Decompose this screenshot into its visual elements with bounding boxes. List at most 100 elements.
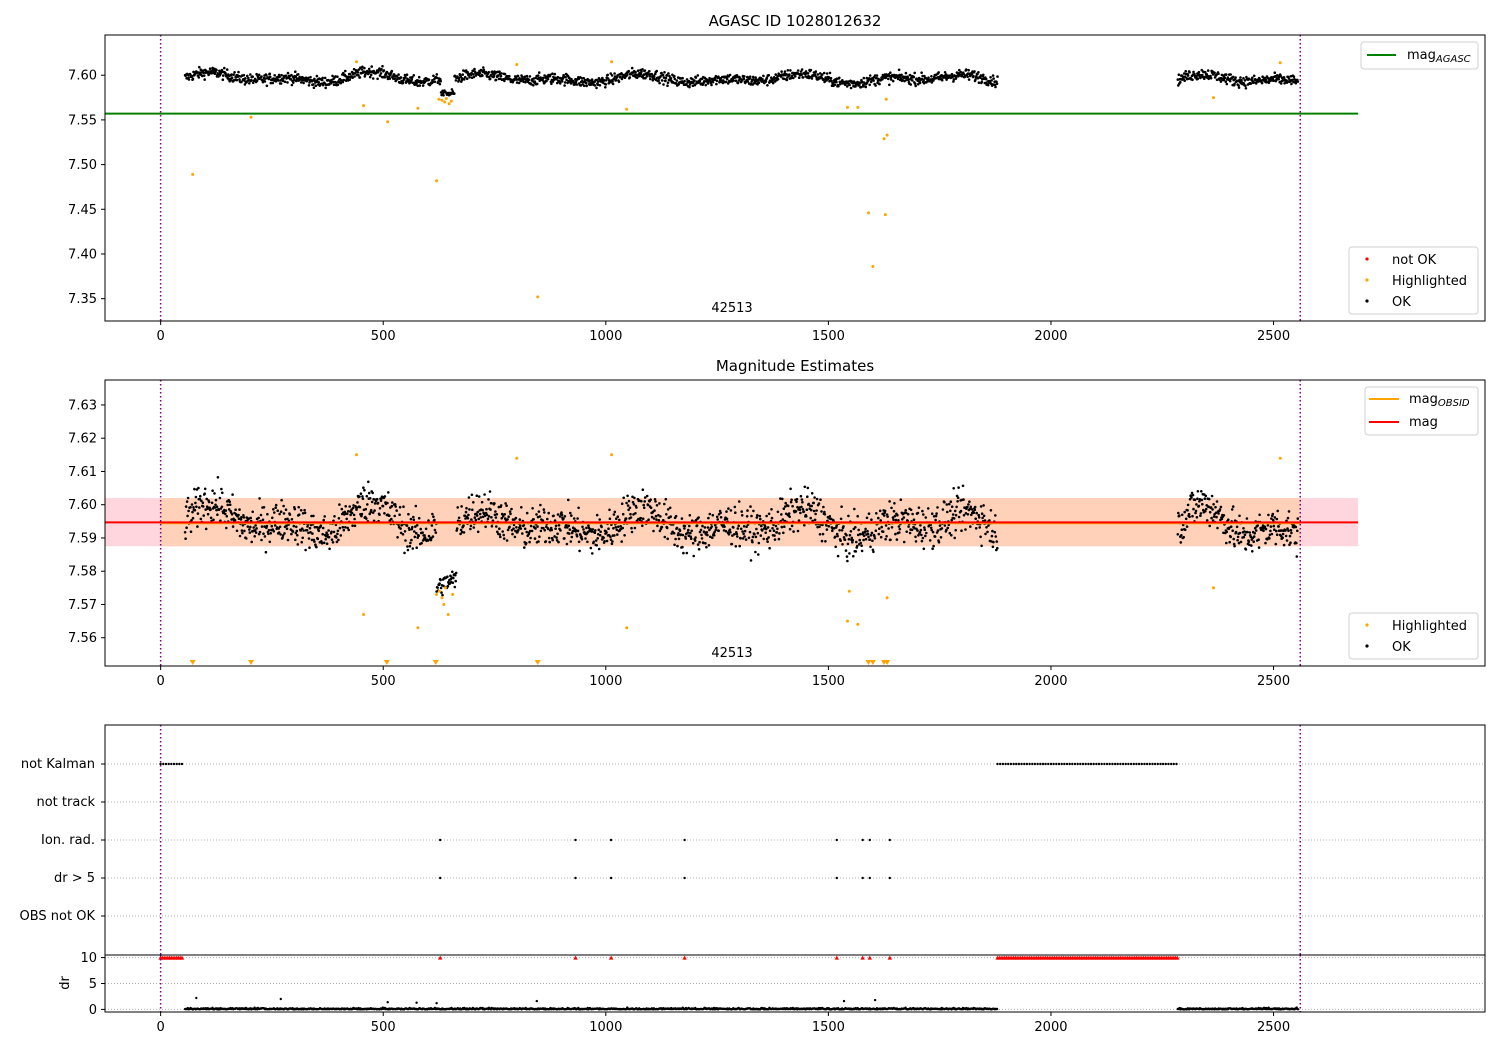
ok-point [800,68,804,71]
ok-point [391,501,394,504]
ok-point [660,71,663,75]
ok-point [361,497,365,501]
ok-point [260,75,263,78]
ok-point [370,500,374,504]
ok-point [781,518,785,521]
ok-point [678,529,682,532]
ok-point [1206,74,1209,78]
ok-point [1223,76,1227,80]
ok-point [225,515,229,518]
ok-point [209,516,213,520]
ok-point [336,75,339,78]
ok-point [873,537,877,540]
ok-point [683,79,686,83]
ok-point [959,70,963,74]
ok-point [502,533,506,537]
flag-point [1167,762,1170,766]
ok-point [388,77,392,80]
ok-point [819,498,822,502]
ok-point [359,66,362,69]
ok-point [989,509,993,512]
ok-point [416,84,420,88]
estimates-plot-area [105,380,1359,666]
ok-point [930,75,933,78]
ok-point [642,503,645,507]
ok-point [1288,534,1292,538]
ok-point [595,544,598,547]
ok-point [642,76,645,80]
ok-point [459,532,462,536]
ok-point [1254,82,1258,85]
ok-point [529,524,533,528]
highlighted-point [856,622,860,626]
flag-point [1140,762,1144,766]
ok-point [874,84,877,87]
ok-point [806,72,810,75]
y-tick-label: 7.63 [68,398,97,413]
ok-point [336,532,339,536]
ok-point [957,515,961,519]
ok-point [499,74,503,78]
ok-point [792,76,795,80]
ok-point [908,531,912,535]
highlighted-point [386,120,390,124]
ok-point [1225,541,1228,545]
ok-point [1180,513,1184,517]
flag-point [1001,762,1005,766]
ok-point [849,86,853,90]
ok-point [785,78,789,82]
ok-point [360,68,364,71]
flag-point [1170,762,1173,766]
ok-point [201,501,205,505]
ok-point [691,84,695,88]
ok-point [495,525,498,528]
ok-point [966,75,969,78]
ok-point [1192,507,1195,511]
ok-point [610,74,614,77]
ok-point [967,78,971,81]
ok-point [1204,494,1208,498]
ok-point [230,518,233,521]
ok-point [692,554,695,558]
ok-point [974,78,977,81]
ok-point [962,498,965,501]
ok-point [420,541,423,545]
ok-point [1178,514,1181,517]
x-tick-label: 500 [371,674,396,689]
ok-point [233,78,237,82]
ok-point [247,76,250,80]
legend-highlighted-marker [1365,278,1369,282]
ok-point [356,501,359,504]
ok-point [774,524,778,528]
ok-point [1242,535,1246,539]
highlighted-point [444,586,447,590]
ok-point [227,508,231,511]
ok-point [757,81,761,85]
ok-point [684,537,688,540]
ok-point [605,79,608,82]
ok-point [818,525,821,529]
ok-point [799,70,803,73]
ok-point [460,505,463,508]
flag-point [1143,762,1146,766]
ok-point [528,529,532,533]
flag-point [1036,762,1039,766]
ok-point [705,531,709,534]
ok-point [932,544,935,548]
ok-point [757,541,761,545]
ok-point [213,506,217,509]
ok-point [414,525,417,528]
ok-point [251,510,254,514]
ok-point [1260,81,1264,85]
ok-point [927,76,930,79]
ok-point [921,536,925,540]
ok-point [457,516,461,520]
ok-point [924,534,927,538]
ok-point [1287,529,1290,532]
flag-point [1028,762,1031,766]
flag-point [888,876,891,880]
ok-point [858,81,862,84]
ok-point [959,509,963,513]
ok-point [766,540,769,543]
ok-point [1275,533,1279,536]
